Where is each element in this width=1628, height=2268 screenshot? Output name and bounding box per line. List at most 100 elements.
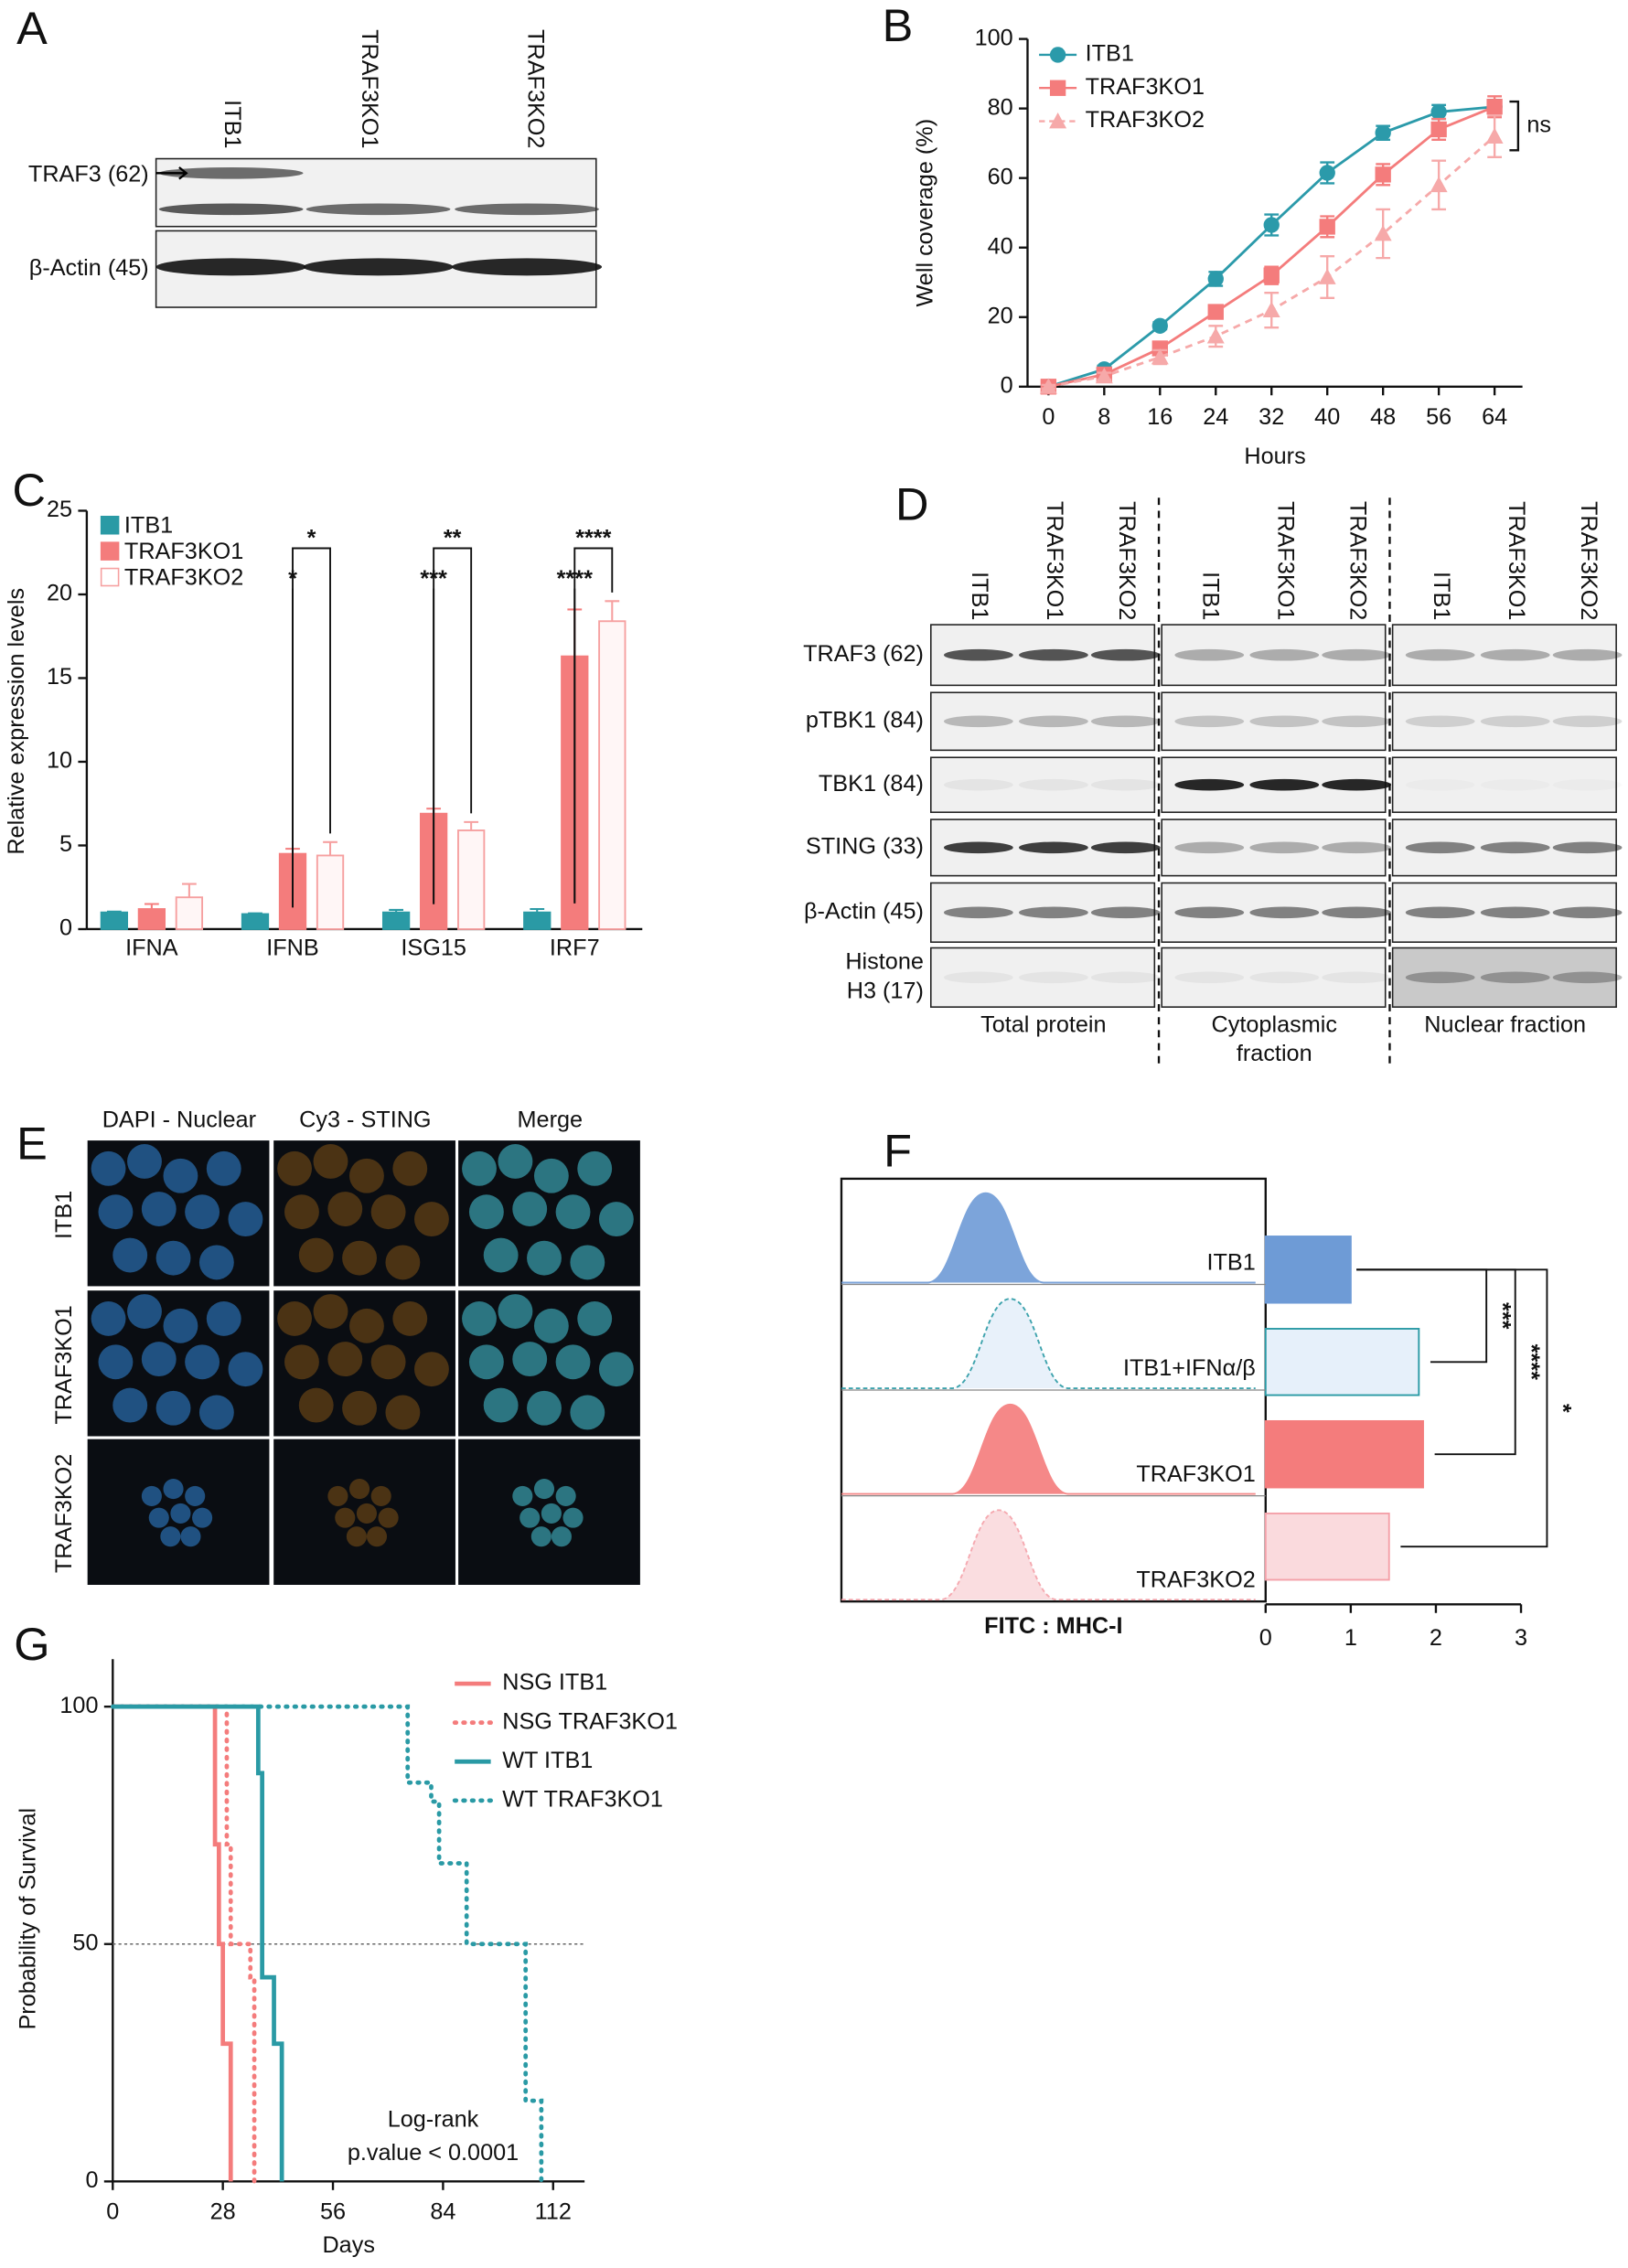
error-bar [106,910,122,913]
bar [457,829,486,930]
bar [523,911,552,930]
histogram [841,1298,1256,1390]
cell [327,1192,363,1226]
row-label: β-Actin (45) [29,255,149,281]
cell [284,1344,319,1380]
row-label: pTBK1 (84) [806,707,924,733]
blot [1391,691,1617,752]
bar [1264,1328,1420,1396]
blot-band [1174,715,1245,728]
cell [185,1344,220,1380]
panel-letter: F [884,1124,912,1176]
cell [498,1144,533,1179]
error-bar [323,840,337,856]
marker [1151,348,1169,365]
blot-band [1480,971,1550,984]
row-label: TRAF3KO2 [51,1454,77,1573]
x-tick-label: IRF7 [550,936,600,961]
cell [180,1526,201,1547]
x-tick-label: 28 [210,2199,236,2225]
micrograph [272,1289,457,1439]
x-tick-label: 84 [430,2199,455,2225]
blot-band [158,167,304,179]
blot-band [1552,906,1623,919]
y-tick-label: 100 [59,1693,98,1718]
cell [91,1301,126,1336]
row-label: TRAF3 (62) [28,161,149,187]
cell [349,1158,384,1193]
marker [1263,267,1280,284]
blot-band [1174,778,1245,791]
blot-band [1174,841,1245,854]
marker [1151,340,1168,357]
cell [570,1395,605,1430]
lane-label: TRAF3KO1 [1042,501,1067,620]
x-tick-label: 0 [106,2199,119,2225]
cell [468,1344,504,1380]
histogram [841,1509,1256,1601]
cell [163,1479,184,1500]
y-tick-label: 0 [85,2167,98,2193]
x-tick-label: 1 [1344,1625,1357,1651]
y-tick-label: 20 [988,303,1013,328]
x-tick-label: IFNB [266,936,318,961]
cell [527,1390,562,1426]
micrograph [272,1139,457,1289]
blot-band [1480,715,1550,728]
y-tick-label: 80 [988,94,1013,120]
x-tick-label: 32 [1258,404,1284,430]
legend-label: WT TRAF3KO1 [502,1787,663,1813]
arrow [155,166,188,180]
blot-band [1322,841,1392,854]
cell [366,1526,388,1547]
blot-band [943,971,1013,984]
bar [100,911,129,930]
lane-label: ITB1 [1198,572,1224,620]
cell [98,1344,134,1380]
cell [598,1202,634,1237]
y-axis-label: Well coverage (%) [913,119,938,307]
blot [929,756,1156,813]
blot-band [1405,648,1475,661]
cell [370,1194,406,1230]
cell [141,1192,177,1226]
marker [1049,47,1066,63]
blot-band [943,906,1013,919]
cell [541,1503,562,1524]
significance: *** [1489,1302,1515,1330]
blot-band [1405,715,1475,728]
blot-band [1019,971,1088,984]
blot-band [1174,906,1245,919]
category-label: TRAF3KO2 [1136,1567,1255,1592]
y-tick-label: 5 [59,831,72,857]
cell [392,1301,428,1336]
fraction-label: Total protein [980,1011,1106,1037]
blot-band [1322,648,1392,661]
cell [206,1301,241,1336]
cell [349,1479,370,1500]
x-axis-label: Hours [1244,444,1305,469]
cell [555,1194,591,1230]
marker [1039,378,1057,394]
blot [1161,624,1387,687]
cell [498,1294,533,1329]
series-line [1047,105,1495,389]
blot-band [305,203,451,216]
blot-band [1480,906,1550,919]
lane-label: TRAF3KO2 [1576,501,1601,620]
cell [562,1507,584,1528]
cell [378,1507,399,1528]
cell [163,1308,198,1343]
blot-band [1019,715,1088,728]
cell [555,1485,576,1507]
blot-band [303,258,454,276]
fraction-label: Cytoplasmic [1212,1011,1337,1037]
blot-band [1405,971,1475,984]
cell [346,1526,367,1547]
cell [141,1485,162,1507]
marker [1207,271,1224,287]
significance: **** [557,566,593,592]
bar [316,854,345,930]
cell [228,1202,263,1237]
panel-letter: C [13,464,46,516]
